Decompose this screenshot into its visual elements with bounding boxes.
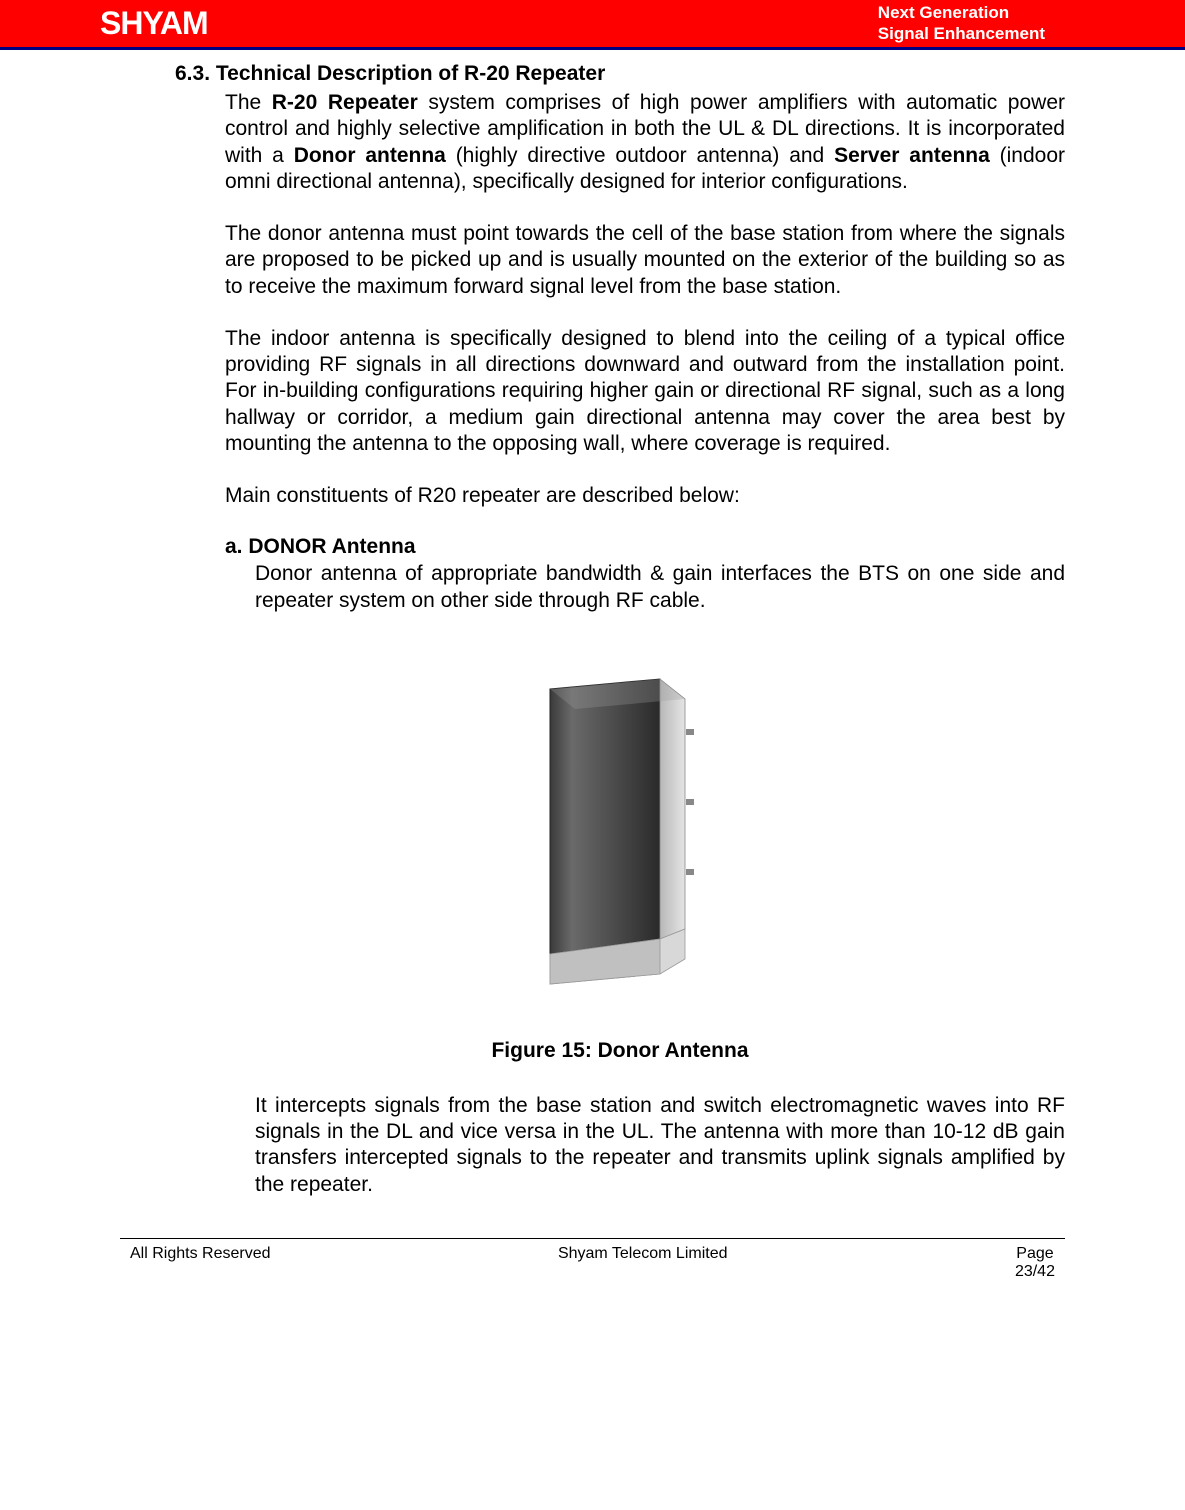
section-title: 6.3. Technical Description of R-20 Repea…	[175, 62, 1065, 86]
page-footer: All Rights Reserved Shyam Telecom Limite…	[120, 1238, 1065, 1301]
header-bar: SHYAM Next Generation Signal Enhancement	[0, 0, 1185, 50]
page-content: 6.3. Technical Description of R-20 Repea…	[0, 50, 1185, 1198]
footer-page-number: 23/42	[1015, 1263, 1055, 1280]
tagline-line2: Signal Enhancement	[878, 24, 1045, 43]
tagline: Next Generation Signal Enhancement	[878, 3, 1165, 44]
p1-bold-1: R-20 Repeater	[272, 91, 418, 114]
p1-bold-3: Server antenna	[834, 144, 990, 167]
p1-bold-2: Donor antenna	[294, 144, 446, 167]
footer-right: Page 23/42	[1015, 1245, 1055, 1281]
subsection-a-title: a. DONOR Antenna	[225, 535, 1065, 559]
paragraph-3: The indoor antenna is specifically desig…	[225, 326, 1065, 457]
paragraph-1: The R-20 Repeater system comprises of hi…	[225, 90, 1065, 195]
section-number: 6.3.	[175, 62, 210, 85]
footer-center: Shyam Telecom Limited	[558, 1245, 728, 1281]
p1-text-c: (highly directive outdoor antenna) and	[446, 144, 834, 167]
footer-left: All Rights Reserved	[130, 1245, 271, 1281]
footer-page-label: Page	[1016, 1245, 1053, 1262]
footer-divider	[120, 1238, 1065, 1239]
subsection-a-body: Donor antenna of appropriate bandwidth &…	[255, 561, 1065, 614]
figure-15	[175, 674, 1065, 999]
figure-caption: Figure 15: Donor Antenna	[175, 1039, 1065, 1063]
tagline-line1: Next Generation	[878, 3, 1009, 22]
logo-text: SHYAM	[100, 5, 208, 42]
donor-antenna-illustration	[510, 674, 730, 994]
subsection-a-after: It intercepts signals from the base stat…	[255, 1093, 1065, 1198]
p1-text-a: The	[225, 91, 272, 114]
paragraph-2: The donor antenna must point towards the…	[225, 221, 1065, 300]
paragraph-4: Main constituents of R20 repeater are de…	[225, 483, 1065, 509]
footer-row: All Rights Reserved Shyam Telecom Limite…	[120, 1245, 1065, 1301]
section-heading: Technical Description of R-20 Repeater	[216, 62, 605, 85]
